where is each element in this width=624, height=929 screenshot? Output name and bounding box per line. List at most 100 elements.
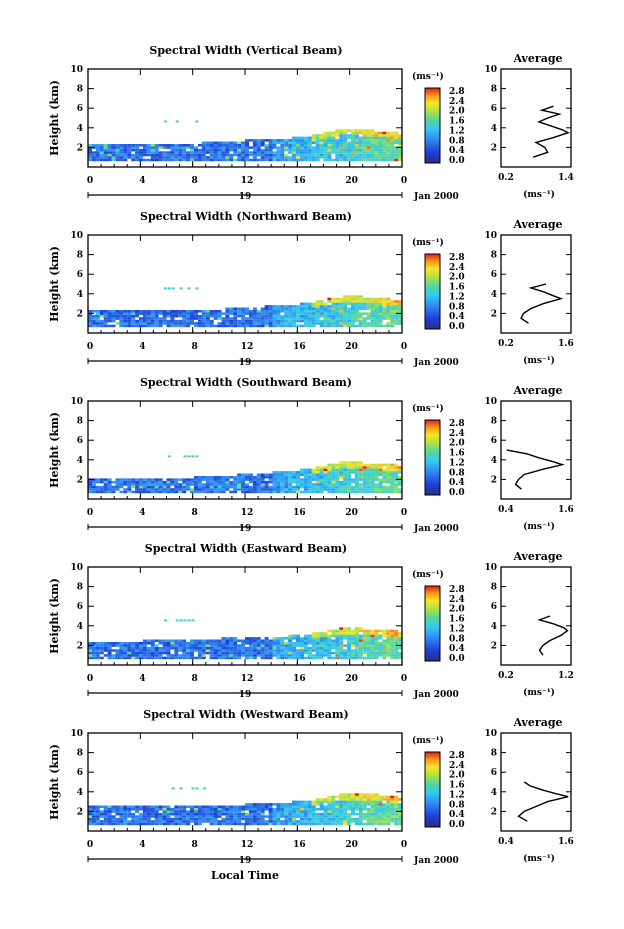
heatmap-cell — [225, 485, 230, 489]
heatmap-cell — [170, 146, 175, 149]
heatmap-cell — [386, 141, 391, 144]
heatmap-cell — [166, 805, 171, 808]
heatmap-cell — [327, 644, 332, 647]
heatmap-cell — [343, 312, 348, 315]
heatmap-cell — [166, 314, 171, 318]
heatmap-cell — [331, 141, 336, 144]
heatmap-cell — [182, 485, 187, 489]
heatmap-cell — [154, 808, 159, 811]
heatmap-cell — [260, 654, 265, 657]
heatmap-cell — [280, 639, 285, 642]
heatmap-cell — [190, 820, 194, 823]
heatmap-cell — [107, 810, 112, 813]
heatmap-cell — [292, 144, 297, 147]
heatmap-cell — [154, 317, 159, 320]
heatmap-cell — [307, 810, 312, 813]
heatmap-cell — [123, 656, 128, 660]
heatmap-cell — [358, 654, 363, 657]
heatmap-cell — [362, 322, 367, 325]
heatmap-cell — [88, 156, 92, 159]
heatmap-cell — [201, 317, 206, 320]
heatmap-cell — [174, 644, 179, 647]
heatmap-cell — [142, 153, 147, 157]
heatmap-cell — [339, 468, 344, 472]
heatmap-cell — [374, 488, 379, 491]
average-profile-line — [506, 449, 565, 490]
heatmap-cell — [174, 822, 179, 826]
heatmap-cell — [327, 654, 332, 657]
heatmap-cell — [335, 471, 340, 474]
heatmap-cell — [335, 805, 340, 808]
heatmap-cell — [252, 805, 257, 808]
heatmap-cell — [362, 490, 367, 494]
heatmap-cell — [370, 324, 375, 328]
heatmap-cell — [131, 490, 136, 494]
heatmap-cell — [288, 310, 293, 313]
heatmap-cell — [166, 488, 171, 491]
heatmap-cell — [358, 151, 363, 154]
heatmap-cell — [225, 324, 230, 328]
heatmap-cell — [390, 820, 395, 823]
heatmap-cell — [162, 322, 167, 325]
heatmap-cell — [354, 820, 359, 823]
heatmap-cell — [292, 324, 297, 328]
heatmap-cell — [339, 646, 344, 650]
heatmap-cell — [99, 148, 104, 152]
heatmap-cell — [335, 483, 340, 486]
heatmap-cell — [256, 810, 261, 813]
heatmap-cell — [351, 302, 355, 306]
heatmap-cell — [280, 148, 285, 152]
heatmap-cell — [146, 324, 151, 328]
heatmap-cell — [233, 812, 238, 816]
heatmap-cell — [386, 468, 391, 472]
heatmap-cell — [174, 812, 179, 816]
heatmap-cell — [91, 656, 96, 660]
heatmap-cell — [307, 153, 312, 157]
average-y-tick-label: 2 — [491, 807, 497, 817]
heatmap-cell — [331, 136, 336, 140]
heatmap-cell — [292, 151, 297, 154]
heatmap-cell — [248, 649, 253, 652]
heatmap-cell — [182, 812, 187, 816]
date-label: Jan 2000 — [413, 856, 459, 866]
heatmap-cell — [119, 319, 124, 323]
heatmap-cell — [264, 480, 269, 484]
heatmap-cell — [296, 153, 300, 157]
heatmap-cell — [339, 317, 344, 320]
heatmap-cell — [119, 148, 124, 152]
heatmap-cell — [307, 314, 312, 318]
heatmap-cell — [229, 324, 234, 328]
heatmap-cell — [221, 319, 226, 323]
heatmap-cell — [362, 642, 367, 645]
heatmap-cell — [378, 300, 383, 303]
heatmap-cell — [162, 817, 167, 821]
heatmap-cell — [374, 300, 379, 303]
heatmap-cell — [174, 820, 179, 823]
heatmap-cell — [127, 480, 132, 484]
heatmap-cell — [186, 158, 191, 162]
heatmap-cell — [339, 297, 344, 301]
heatmap-cell — [378, 297, 383, 301]
heatmap-cell — [241, 156, 246, 159]
heatmap-cell — [119, 490, 124, 494]
heatmap-cell — [339, 649, 344, 652]
heatmap-cell — [288, 144, 293, 147]
heatmap-cell — [303, 476, 308, 479]
heatmap-cell — [225, 156, 230, 159]
heatmap-cell — [323, 815, 328, 818]
heatmap-cell — [260, 483, 265, 486]
heatmap-cell — [190, 812, 194, 816]
heatmap-cell — [264, 808, 269, 811]
heatmap-cell — [260, 639, 265, 642]
heatmap-cell — [190, 808, 194, 811]
heatmap-cell — [127, 310, 132, 313]
heatmap-cell — [248, 644, 253, 647]
heatmap-cell — [319, 134, 324, 137]
heatmap-cell — [378, 812, 383, 816]
heatmap-cell — [366, 812, 371, 816]
heatmap-cell — [351, 639, 355, 642]
heatmap-cell — [307, 322, 312, 325]
heatmap-cell — [162, 485, 167, 489]
heatmap-cell — [111, 642, 116, 645]
heatmap-cell — [382, 644, 387, 647]
